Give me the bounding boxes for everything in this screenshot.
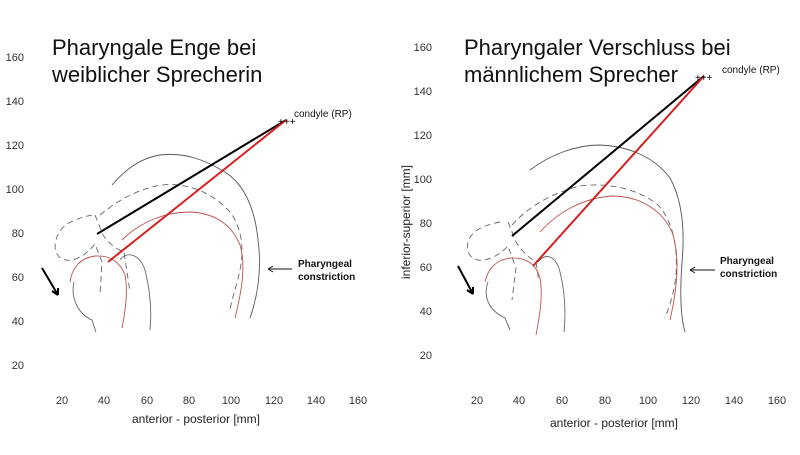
y-ticks: 160 140 120 100 80 60 40 20 [414,42,432,362]
lower-contour [485,281,511,331]
direction-arrow-head [466,287,474,295]
x-tick: 120 [265,395,283,407]
x-tick: 160 [768,395,786,407]
y-tick: 20 [12,360,24,372]
outer-contour [529,144,686,333]
direction-arrow [457,265,474,295]
panel-title: Pharyngale Enge bei weiblicher Sprecheri… [52,35,263,87]
red-contour-outer [539,195,678,321]
y-tick: 40 [12,316,24,328]
constriction-label-line2: constriction [298,272,355,283]
plot-male: inferior-superior [mm] 160 140 120 100 8… [399,42,786,430]
x-tick: 120 [682,395,700,407]
dashed-contour [99,184,243,311]
panel-female-speaker: 160 140 120 100 80 60 40 20 20 40 60 80 … [0,0,400,450]
x-tick: 40 [513,395,525,407]
y-tick: 80 [12,228,24,240]
constriction-label-line1: Pharyngeal [720,256,774,267]
constriction-label-line1: Pharyngeal [298,259,352,270]
x-tick: 60 [556,395,568,407]
dashed-jaw [507,221,540,283]
y-tick: 80 [420,218,432,230]
constriction-arrowhead [689,266,696,274]
x-tick: 100 [639,395,657,407]
x-tick: 100 [222,395,240,407]
red-contour-inner [484,257,542,336]
x-tick: 40 [98,395,110,407]
dashed-tongue [466,221,517,301]
x-axis-label: anterior - posterior [mm] [132,412,260,426]
outer-contour [111,153,260,319]
red-line-to-condyle [107,119,287,263]
black-line-to-condyle [511,75,705,237]
condyle-marker: +++ [278,117,296,128]
y-tick: 120 [414,130,432,142]
red-contour-outer [121,211,244,319]
direction-arrow [41,267,59,296]
plot-female: 160 140 120 100 80 60 40 20 20 40 60 80 … [6,52,368,426]
constriction-arrowhead [267,265,274,273]
vocal-tract-contours [466,144,686,336]
dashed-tongue [54,214,103,296]
dashed-contour [511,184,677,319]
x-tick: 160 [349,395,367,407]
y-tick: 40 [420,306,432,318]
dashed-jaw [94,214,131,293]
black-line-to-condyle [96,119,287,235]
condyle-marker: +++ [695,73,713,84]
condyle-label: condyle (RP) [722,65,780,76]
y-tick: 100 [6,184,24,196]
panel-male-speaker: inferior-superior [mm] 160 140 120 100 8… [399,0,800,450]
y-tick: 140 [6,96,24,108]
constriction-label-line2: constriction [720,269,777,280]
y-tick: 60 [12,272,24,284]
condyle-label: condyle (RP) [294,109,352,120]
red-contour-inner [69,255,127,329]
y-tick: 120 [6,140,24,152]
x-tick: 80 [183,395,195,407]
x-axis-label: anterior - posterior [mm] [550,416,678,430]
y-tick: 60 [420,262,432,274]
y-tick: 20 [420,350,432,362]
x-tick: 140 [307,395,325,407]
direction-arrow-shaft [457,265,474,295]
y-tick: 160 [6,52,24,64]
y-tick: 140 [414,86,432,98]
x-ticks: 20 40 60 80 100 120 140 160 [471,395,786,407]
panel-title: Pharyngaler Verschluss bei männlichem Sp… [464,35,731,87]
y-axis-label: inferior-superior [mm] [400,165,413,279]
direction-arrow-shaft [41,267,59,296]
y-tick: 160 [414,42,432,54]
lower-contour [72,281,97,333]
x-tick: 140 [725,395,743,407]
y-ticks: 160 140 120 100 80 60 40 20 [6,52,24,372]
vocal-tract-contours [54,153,260,333]
constriction-annotation: Pharyngeal constriction [689,256,777,280]
constriction-annotation: Pharyngeal constriction [267,259,355,283]
x-tick: 60 [141,395,153,407]
red-line-to-condyle [532,75,705,267]
x-tick: 80 [599,395,611,407]
direction-arrow-head [51,288,59,296]
lower-contour-2 [537,256,566,333]
lower-contour-2 [119,254,152,331]
x-tick: 20 [471,395,483,407]
x-tick: 20 [56,395,68,407]
x-ticks: 20 40 60 80 100 120 140 160 [56,395,367,407]
y-tick: 100 [414,174,432,186]
